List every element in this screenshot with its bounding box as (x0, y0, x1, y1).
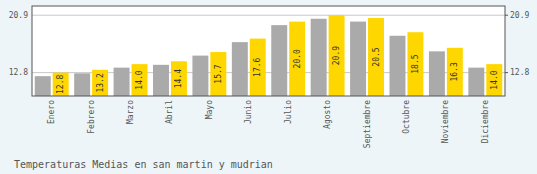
chart: 12.8 13.2 14.0 14.4 15.7 17.6 20.0 20.9 20.5 18.5… (0, 0, 537, 174)
bar (92, 70, 108, 96)
x-tick-label: Octubre (402, 100, 411, 134)
data-label: 14.0 (490, 70, 499, 89)
bar (132, 64, 148, 96)
x-tick-label: Noviembre (441, 100, 450, 144)
x-tick-label: Septiembre (363, 100, 372, 148)
bar (390, 36, 406, 96)
x-tick-label: Enero (47, 100, 56, 124)
bar (53, 73, 69, 96)
bar (35, 76, 51, 96)
bar (368, 18, 384, 96)
grid-line (32, 15, 505, 16)
data-label: 20.9 (332, 46, 341, 65)
bar (153, 65, 169, 96)
bar (468, 68, 484, 96)
data-label: 20.0 (293, 49, 302, 68)
bar (329, 15, 345, 96)
x-tick-label: Diciembre (481, 100, 490, 144)
x-tick-label: Mayo (205, 100, 214, 119)
bar (429, 51, 445, 96)
y-tick-label: 12.8 (9, 68, 28, 77)
y2-tick (505, 72, 508, 73)
bar (74, 73, 90, 96)
bar (192, 56, 208, 96)
bar (289, 22, 305, 96)
y-tick-label: 20.9 (9, 11, 28, 20)
bar (271, 25, 287, 96)
data-label: 16.3 (450, 62, 459, 81)
bar (350, 22, 366, 96)
plot-frame (32, 6, 505, 96)
data-label: 13.2 (96, 73, 105, 92)
y2-tick-label: 20.9 (510, 11, 529, 20)
bar (447, 48, 463, 96)
x-tick-label: Abril (165, 100, 174, 124)
data-label: 18.5 (411, 54, 420, 73)
bar (250, 39, 266, 96)
x-tick-label: Agosto (323, 100, 332, 129)
x-tick-label: Marzo (126, 100, 135, 124)
y2-tick (505, 15, 508, 16)
plot-background (32, 6, 505, 96)
data-label: 15.7 (214, 64, 223, 83)
bar (210, 52, 226, 96)
x-tick-label: Junio (244, 100, 253, 124)
x-tick-label: Julio (284, 100, 293, 124)
data-label: 17.6 (253, 57, 262, 76)
bar (407, 32, 423, 96)
bar (486, 64, 502, 96)
bar (171, 61, 187, 96)
data-label: 12.8 (56, 74, 65, 93)
bar (311, 19, 327, 96)
x-tick-label: Febrero (87, 100, 96, 134)
bar (232, 42, 248, 96)
data-label: 14.0 (135, 70, 144, 89)
bar (114, 68, 130, 96)
y2-tick-label: 12.8 (510, 68, 529, 77)
bars (35, 15, 502, 96)
data-label: 14.4 (174, 69, 183, 88)
data-label: 20.5 (372, 47, 381, 66)
title: Temperaturas Medias en san martin y mudr… (14, 159, 273, 170)
